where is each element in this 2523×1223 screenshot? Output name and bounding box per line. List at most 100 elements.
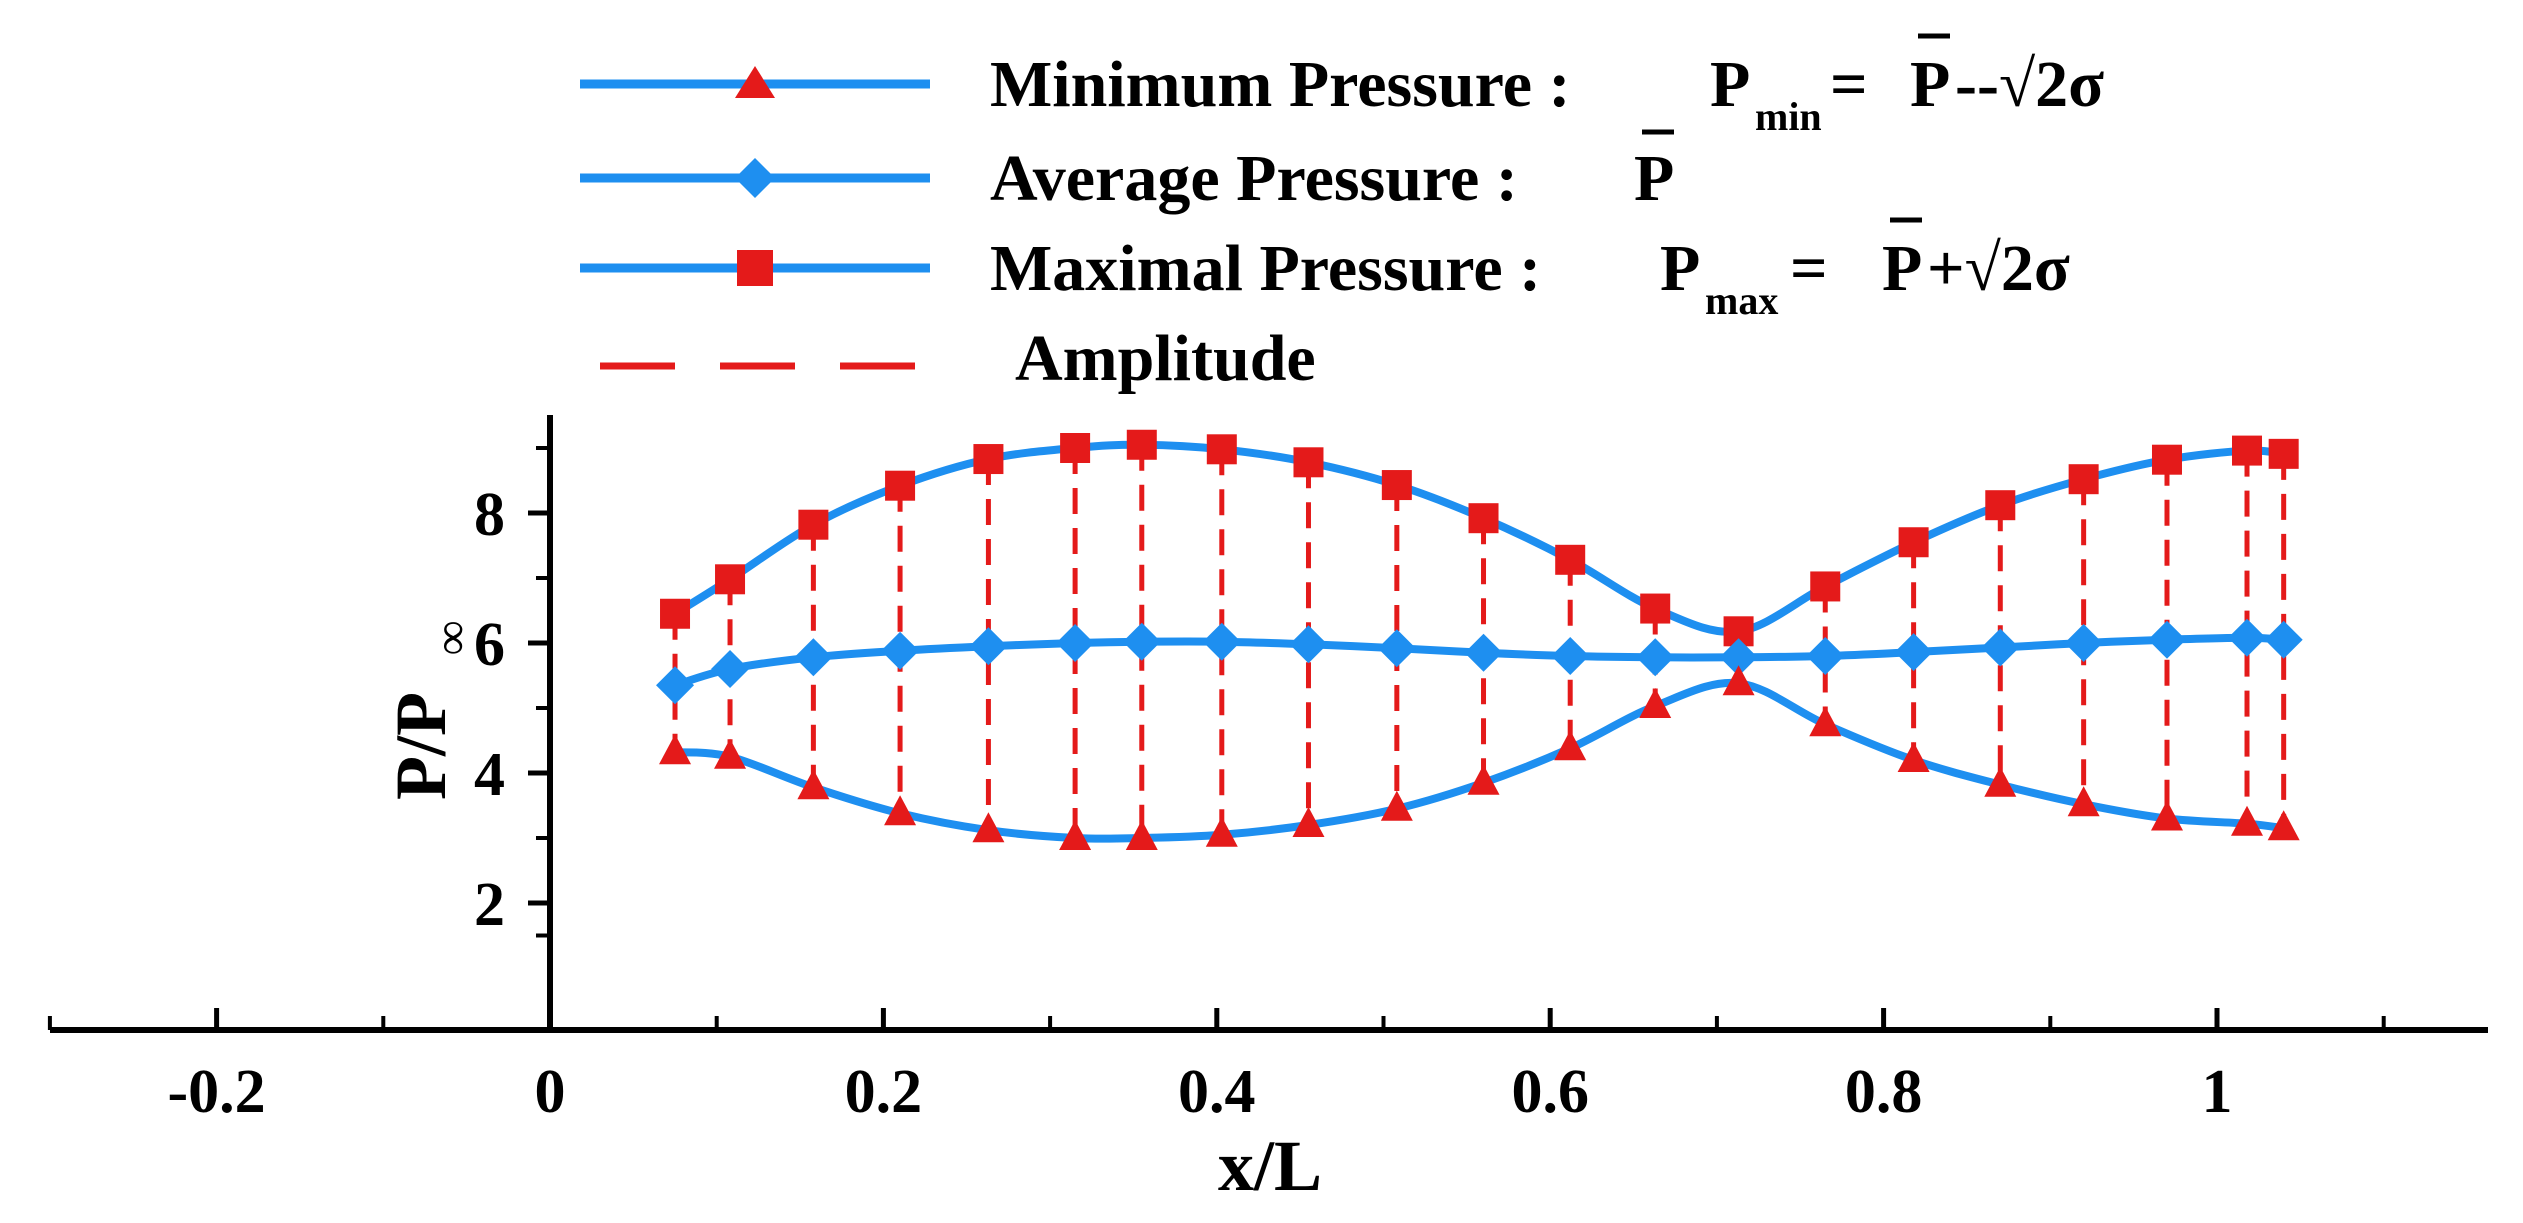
data-point-avg <box>1464 633 1503 672</box>
data-point-min <box>797 769 830 800</box>
legend-marker-diamond <box>735 158 775 198</box>
data-point-avg <box>2147 620 2186 659</box>
x-tick-label: 0.2 <box>845 1058 923 1126</box>
data-point-avg <box>1719 638 1758 677</box>
legend-entry-max: Maximal Pressure : P max = P +√2σ <box>580 217 2070 323</box>
x-tick-label: -0.2 <box>168 1058 266 1126</box>
data-point-max <box>2068 464 2099 495</box>
data-point-min <box>659 734 692 765</box>
legend-formula-max-eq: = <box>1790 232 1828 305</box>
data-point-min <box>1554 730 1587 761</box>
data-point-min <box>884 795 917 826</box>
data-point-min <box>1467 764 1500 795</box>
legend-formula-min-sub: min <box>1755 94 1822 139</box>
legend-entry-avg: Average Pressure : P <box>580 129 1674 215</box>
data-point-min <box>1722 665 1755 696</box>
data-point-max <box>973 444 1004 475</box>
data-point-avg <box>2064 624 2103 662</box>
legend-label-avg: Average Pressure : <box>990 142 1518 215</box>
data-point-avg <box>1636 638 1675 677</box>
data-point-avg <box>1894 633 1933 672</box>
data-point-avg <box>711 650 750 688</box>
data-point-avg <box>1122 622 1161 661</box>
data-point-max <box>1381 470 1412 501</box>
data-point-max <box>2151 444 2182 475</box>
y-axis-title-sub: ∞ <box>425 621 478 655</box>
data-point-avg <box>1551 637 1590 675</box>
legend-formula-min-rest: --√2σ <box>1955 48 2104 121</box>
data-point-avg <box>969 627 1008 666</box>
data-point-max <box>1810 571 1841 602</box>
legend-label-max: Maximal Pressure : <box>990 232 1541 305</box>
data-point-min <box>1984 766 2017 797</box>
data-point-max <box>715 564 746 595</box>
data-point-avg <box>1981 628 2020 667</box>
data-point-max <box>1640 593 1671 624</box>
legend-formula-avg-pbar: P <box>1634 142 1674 215</box>
data-point-max <box>1060 433 1091 463</box>
data-point-max <box>1126 429 1157 460</box>
y-tick-label: 8 <box>474 481 505 549</box>
data-point-min <box>1059 820 1092 850</box>
data-point-min <box>1125 820 1158 850</box>
data-point-avg <box>881 631 920 670</box>
data-point-avg <box>1202 622 1241 661</box>
data-point-max <box>1206 434 1237 465</box>
legend-label-amplitude: Amplitude <box>1015 322 1316 395</box>
legend-formula-max-pbar: P <box>1882 232 1922 305</box>
data-point-min <box>1205 816 1238 847</box>
y-tick-label: 4 <box>474 741 505 809</box>
data-point-avg <box>1377 629 1416 668</box>
data-point-min <box>1639 688 1672 719</box>
data-point-avg <box>794 638 833 677</box>
x-tick-label: 0 <box>535 1058 566 1126</box>
legend-formula-max-sub: max <box>1705 278 1778 323</box>
y-tick-label: 6 <box>474 611 505 679</box>
data-point-avg <box>2228 618 2267 657</box>
data-point-min <box>1897 742 1930 772</box>
legend-formula-min-lhs: P <box>1710 48 1750 121</box>
y-tick-label: 2 <box>474 871 505 939</box>
x-tick-label: 0.6 <box>1511 1058 1589 1126</box>
legend-entry-min: Minimum Pressure : P min = P --√2σ <box>580 33 2104 139</box>
legend-formula-max-rest: +√2σ <box>1927 232 2070 305</box>
data-point-avg <box>656 666 695 705</box>
data-point-avg <box>1289 625 1328 664</box>
data-point-max <box>1293 447 1324 478</box>
data-point-min <box>1292 807 1325 837</box>
series-line-max <box>672 440 2285 636</box>
data-point-max <box>1555 544 1586 575</box>
x-tick-label: 0.8 <box>1845 1058 1923 1126</box>
legend: Minimum Pressure : P min = P --√2σ Avera… <box>580 33 2104 395</box>
data-point-avg <box>2264 620 2303 659</box>
data-point-max <box>1898 527 1929 558</box>
data-point-max <box>885 470 916 501</box>
legend-marker-triangle <box>735 66 775 98</box>
data-point-min <box>972 812 1005 843</box>
legend-marker-square <box>737 250 773 286</box>
data-point-min <box>2150 800 2183 831</box>
x-tick-label: 0.4 <box>1178 1058 1256 1126</box>
legend-formula-min-pbar: P <box>1910 48 1950 121</box>
data-point-max <box>660 598 691 629</box>
legend-formula-max-lhs: P <box>1660 232 1700 305</box>
data-point-min <box>2231 805 2264 836</box>
y-ticks: 2 4 6 8 <box>474 446 550 939</box>
data-point-max <box>2232 435 2263 466</box>
axes: -0.2 0 0.2 0.4 0.6 0.8 1 2 4 6 8 x/L P/P ∞ <box>47 415 2488 1206</box>
data-point-avg <box>1806 637 1845 675</box>
data-point-avg <box>1056 624 1095 662</box>
series-line-min <box>674 678 2285 843</box>
y-axis-title-main: P/P <box>381 692 461 800</box>
data-point-max <box>2268 438 2299 469</box>
legend-entry-amplitude: Amplitude <box>600 322 1316 395</box>
y-axis-title: P/P ∞ <box>381 621 478 800</box>
data-point-min <box>1380 790 1413 821</box>
data-point-max <box>798 509 829 540</box>
x-axis-title: x/L <box>1218 1126 1322 1206</box>
series-markers <box>656 429 2303 850</box>
data-point-max <box>1985 490 2016 521</box>
x-tick-label: 1 <box>2202 1058 2233 1126</box>
